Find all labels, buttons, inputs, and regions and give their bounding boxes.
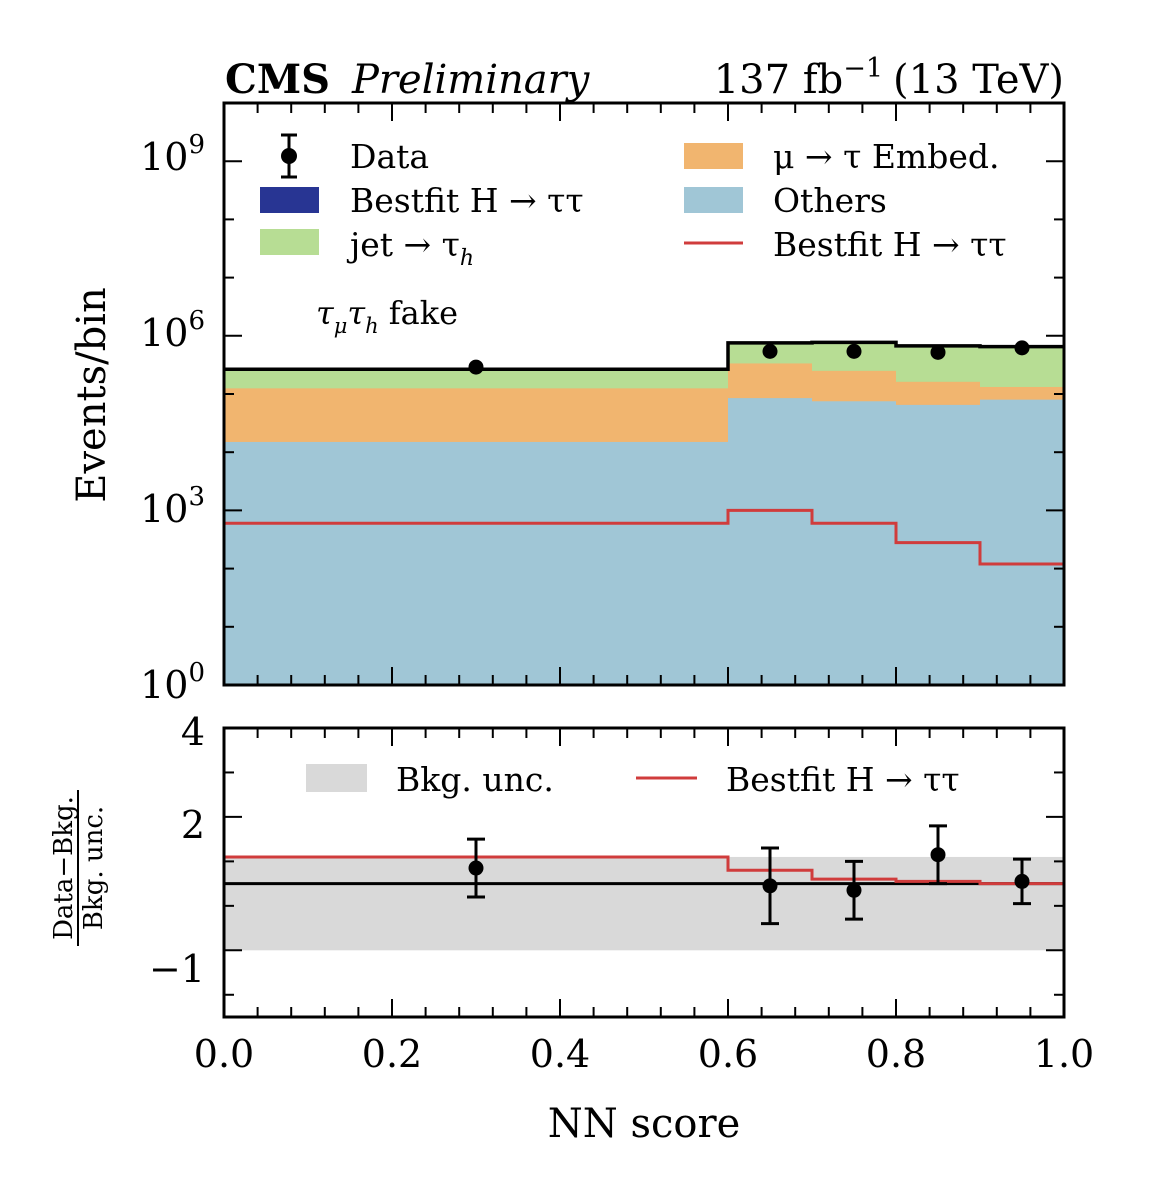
legend-item-bestfit-line: Bestfit H → ττ [684,225,1007,264]
lumi-exp: −1 [843,53,883,84]
pull-data-point [846,882,862,898]
legend-label-data: Data [350,137,429,176]
bottom-y-tick-label: −1 [149,947,205,991]
bottom-panel: Data−Bkg. Bkg. unc. −1 2 4 0.0 0.2 0.4 0… [49,710,1094,1147]
stack-bar-others [812,401,896,685]
top-y-tick-label: 103 [140,482,205,531]
legend-label-others: Others [773,181,887,220]
stack-bar-others [980,399,1064,685]
top-y-tick-label: 109 [140,130,205,179]
legend-label-bestfit-stack: Bestfit H → ττ [350,181,584,220]
legend-item-bestfit-stack: Bestfit H → ττ [260,181,584,220]
x-tick-label: 1.0 [1034,1032,1094,1076]
legend-swatch-jet [260,229,319,255]
bottom-legend: Bkg. unc. Bestfit H → ττ [306,760,960,799]
x-tick-label: 0.4 [530,1032,590,1076]
legend-item-jet: jet → τh [260,225,474,271]
x-tick-label: 0.6 [698,1032,758,1076]
legend-label-bestfit-pull: Bestfit H → ττ [726,760,960,799]
bottom-y-tick-label: 2 [181,803,205,847]
bestfit-h-step-line [224,508,1064,566]
top-legend: Data Bestfit H → ττ jet → τh μ → τ Embed… [260,133,1007,271]
lumi-energy: (13 TeV) [893,57,1064,103]
legend-label-bkg-unc: Bkg. unc. [396,760,554,799]
data-point [468,359,484,375]
luminosity-label: 137 fb−1 (13 TeV) [714,53,1064,103]
ratio-label-numerator: Data−Bkg. [49,796,79,940]
legend-swatch-bkg-unc [306,764,367,792]
top-y-tick-label: 100 [140,658,205,707]
legend-item-data: Data [281,133,429,179]
legend-swatch-others [684,187,743,213]
legend-label-jet: jet → τh [346,225,474,271]
legend-swatch-embed [684,143,743,169]
pull-data-point [1014,873,1030,889]
pull-data-point [762,878,778,894]
top-y-tick-label: 106 [140,306,205,355]
channel-annotation: τμτh fake [316,294,458,338]
legend-item-embed: μ → τ Embed. [684,137,999,176]
bottom-y-axis-label: Data−Bkg. Bkg. unc. [49,790,109,946]
total-background-step-line [224,340,1064,372]
preliminary-label: Preliminary [351,57,591,103]
legend-data-marker [281,148,297,164]
x-tick-label: 0.2 [362,1032,422,1076]
legend-label-embed: μ → τ Embed. [773,137,999,176]
legend-swatch-bestfit-stack [260,187,319,213]
bottom-axes-frame [222,726,1066,1019]
data-point [930,344,946,360]
top-panel: Events/bin 100 103 106 109 Data Bestfit … [69,101,1066,707]
bottom-plot-area [222,726,1066,1019]
stack-bar-others [896,404,980,685]
legend-item-others: Others [684,181,887,220]
data-point [1014,340,1030,356]
lumi-base: 137 fb [714,57,843,103]
pull-data-point [468,860,484,876]
top-plot-area [222,101,1066,687]
stack-bar-others [224,441,728,685]
x-tick-label: 0.8 [866,1032,926,1076]
bkg-uncertainty-band [224,856,1064,951]
x-axis-label: NN score [548,1101,741,1147]
ratio-label-denominator: Bkg. unc. [79,806,109,930]
bottom-y-tick-label: 4 [181,710,205,754]
data-point [846,343,862,359]
pull-data-point [930,847,946,863]
data-point [762,343,778,359]
top-y-axis-label: Events/bin [69,287,115,502]
x-tick-label: 0.0 [194,1032,254,1076]
stack-bar-others [728,398,812,685]
experiment-label: CMS [225,56,330,103]
legend-label-bestfit-line: Bestfit H → ττ [773,225,1007,264]
